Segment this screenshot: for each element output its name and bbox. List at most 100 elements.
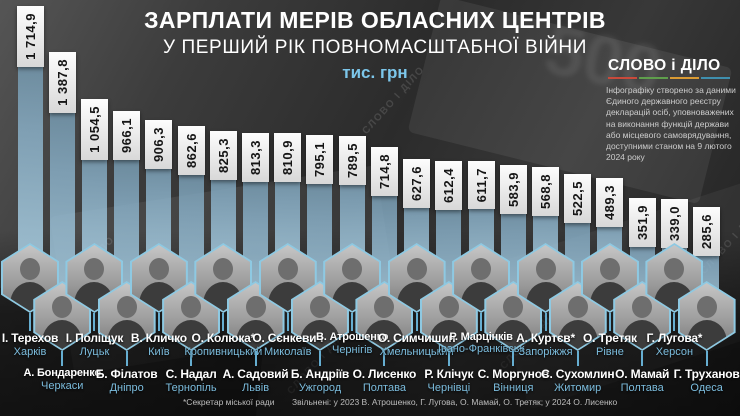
mayor-name: Б. Андріїв	[290, 367, 350, 381]
mayor-label: С. Сухомлин Житомир	[533, 367, 623, 394]
photo-connector-line	[61, 351, 64, 366]
mayor-name: С. Надал	[165, 367, 217, 381]
mayor-label: І. Терехов Харків	[0, 331, 75, 358]
salary-value-label: 339,0	[660, 199, 688, 249]
source-description: Інфографіку створено за даними Єдиного д…	[606, 85, 736, 163]
photo-connector-line	[318, 351, 321, 366]
mayor-label: О. Сєнкевич Миколаїв	[243, 331, 333, 358]
photo-connector-line	[705, 351, 708, 366]
person-silhouette-icon	[632, 296, 653, 318]
person-silhouette-icon	[503, 296, 524, 318]
mayor-name: Б. Філатов	[95, 367, 158, 381]
photo-connector-line	[673, 313, 676, 331]
mayor-label: О. Третяк Рівне	[565, 331, 655, 358]
mayor-label: Г. Лугова* Херсон	[629, 331, 719, 358]
photo-connector-line	[93, 313, 96, 331]
mayor-label: А. Бондаренко Черкаси	[17, 367, 107, 392]
person-silhouette-icon	[535, 258, 556, 280]
mayor-name: В. Атрошенко	[316, 331, 389, 343]
mayor-label: А. Куртєв* Запоріжжя	[501, 331, 591, 358]
mayor-city: Вінниця	[493, 382, 534, 394]
salary-value-label: 1 387,8	[48, 52, 76, 113]
photo-connector-line	[383, 351, 386, 366]
mayor-name: Г. Труханов	[673, 367, 740, 381]
person-silhouette-icon	[213, 258, 234, 280]
mayor-label: С. Моргунов Вінниця	[468, 367, 558, 394]
salary-value-label: 612,4	[435, 160, 463, 210]
slovo-i-dilo-logo: СЛОВО і ДІЛО	[608, 57, 738, 79]
mayor-name: О. Лисенко	[352, 367, 417, 381]
mayor-label: Р. Клічук Чернівці	[404, 367, 494, 394]
mayor-city: Рівне	[596, 346, 624, 358]
salary-value-label: 789,5	[338, 136, 366, 186]
salary-value-label: 1 714,9	[16, 6, 44, 67]
mayor-name: Р. Клічук	[424, 367, 474, 381]
mayor-city: Чернігів	[331, 344, 373, 356]
mayor-city: Львів	[241, 382, 270, 394]
salary-value-label: 795,1	[306, 135, 334, 185]
mayor-city: Черкаси	[41, 380, 84, 392]
mayor-label: С. Надал Тернопіль	[146, 367, 236, 394]
mayor-label: О. Симчишин Хмельницький	[372, 331, 462, 358]
mayor-city: Хмельницький	[379, 346, 454, 358]
mayor-name: О. Сєнкевич	[252, 331, 324, 345]
logo-text: СЛОВО і ДІЛО	[608, 57, 721, 74]
person-silhouette-icon	[342, 258, 363, 280]
mayor-city: Миколаїв	[263, 346, 312, 358]
salary-value-label: 966,1	[113, 111, 141, 161]
salary-value-label: 813,3	[242, 132, 270, 182]
person-silhouette-icon	[696, 296, 717, 318]
photo-connector-line	[608, 313, 611, 331]
person-silhouette-icon	[664, 258, 685, 280]
mayor-label: Г. Труханов Одеса	[662, 367, 740, 394]
person-silhouette-icon	[52, 296, 73, 318]
header: ЗАРПЛАТИ МЕРІВ ОБЛАСНИХ ЦЕНТРІВ У ПЕРШИЙ…	[110, 7, 640, 83]
mayor-city: Київ	[148, 346, 170, 358]
salary-value-label: 862,6	[177, 125, 205, 175]
mayor-city: Чернівці	[427, 382, 471, 394]
photo-connector-line	[222, 313, 225, 331]
photo-connector-line	[576, 351, 579, 366]
photo-connector-line	[415, 313, 418, 331]
salary-value-label: 714,8	[370, 146, 398, 196]
salary-value-label: 351,9	[628, 197, 656, 247]
photo-connector-line	[254, 351, 257, 366]
page-title: ЗАРПЛАТИ МЕРІВ ОБЛАСНИХ ЦЕНТРІВ	[144, 7, 606, 33]
mayor-name: А. Куртєв*	[516, 331, 575, 345]
mayor-city: Луцьк	[79, 346, 110, 358]
photo-connector-line	[190, 351, 193, 366]
footnote-asterisk: *Секретар міської ради	[183, 397, 275, 407]
salary-value-label: 522,5	[564, 173, 592, 223]
mayor-city: Харків	[13, 346, 47, 358]
salary-value-label: 906,3	[145, 119, 173, 169]
mayor-label: В. Кличко Київ	[114, 331, 204, 358]
mayor-name: О. Колюка*	[191, 331, 256, 345]
person-silhouette-icon	[567, 296, 588, 318]
mayor-city: Кропивницький	[184, 346, 263, 358]
logo-underline	[608, 77, 730, 79]
salary-value-label: 568,8	[532, 167, 560, 217]
mayor-photo	[613, 281, 672, 351]
salary-value-label: 1 054,5	[80, 98, 108, 160]
photo-connector-line	[641, 351, 644, 366]
person-silhouette-icon	[84, 258, 105, 280]
mayor-name: А. Садовий	[222, 367, 289, 381]
mayor-name: В. Кличко	[130, 331, 187, 345]
mayor-name: О. Мамай	[615, 367, 670, 381]
mayor-label: А. Садовий Львів	[211, 367, 301, 394]
person-silhouette-icon	[245, 296, 266, 318]
mayor-city: Херсон	[655, 346, 694, 358]
mayor-label: І. Поліщук Луцьк	[49, 331, 139, 358]
photo-connector-line	[351, 313, 354, 331]
mayor-name: Г. Лугова*	[646, 331, 703, 345]
person-silhouette-icon	[599, 258, 620, 280]
person-silhouette-icon	[181, 296, 202, 318]
salary-value-label: 627,6	[403, 158, 431, 208]
mayor-city: Дніпро	[109, 382, 144, 394]
mayor-city: Запоріжжя	[518, 346, 573, 358]
salary-value-label: 825,3	[209, 131, 237, 181]
photo-connector-line	[480, 313, 483, 331]
person-silhouette-icon	[116, 296, 137, 318]
person-silhouette-icon	[471, 258, 492, 280]
